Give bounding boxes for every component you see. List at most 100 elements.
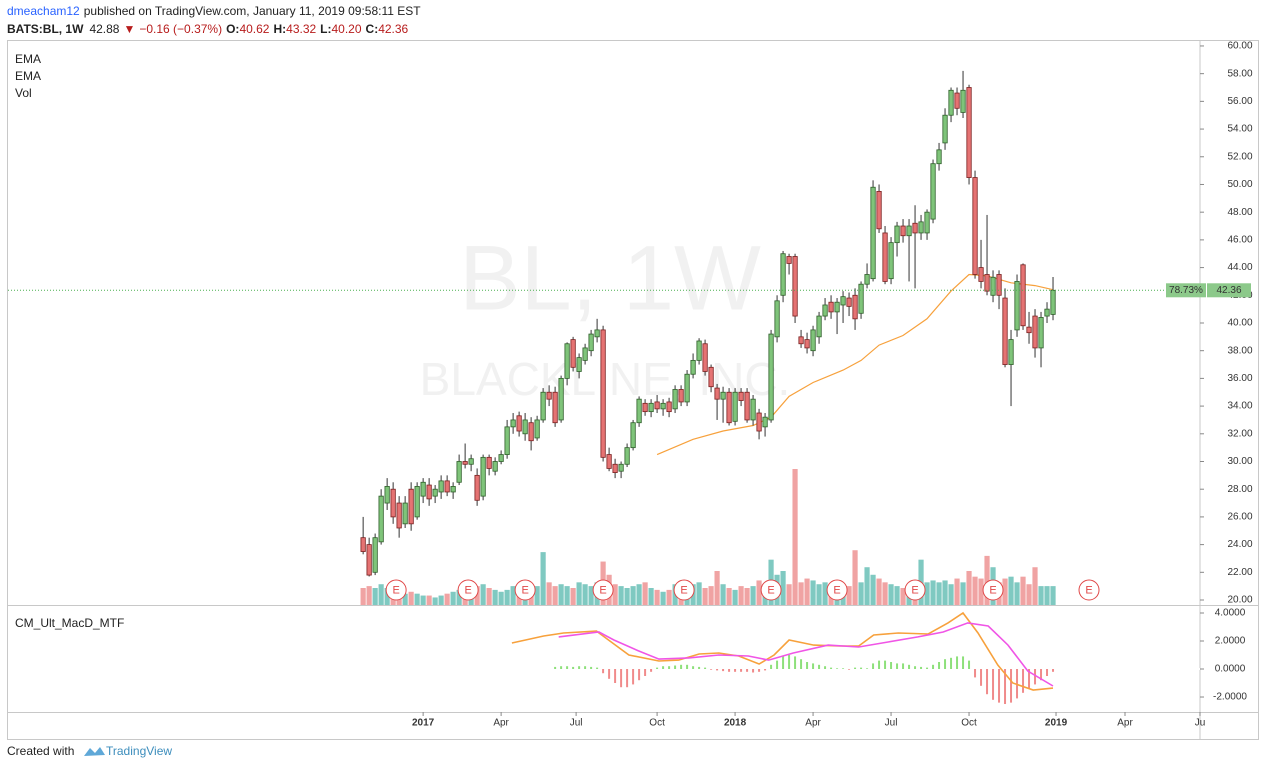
candle-body — [480, 456, 486, 497]
volume-bar — [384, 588, 390, 605]
candle-body — [546, 391, 552, 400]
volume-bar — [804, 578, 810, 605]
candle-body — [720, 391, 726, 400]
candle-body — [624, 447, 630, 465]
candle-body — [396, 502, 402, 529]
candle-body — [768, 333, 774, 421]
volume-bar — [972, 576, 978, 605]
candle-body — [762, 416, 768, 428]
y-tick-label: 48.00 — [1227, 207, 1252, 218]
y-tick-label: 4.0000 — [1215, 608, 1246, 619]
x-tick-label: 2019 — [1045, 718, 1068, 729]
candle-body — [420, 481, 426, 497]
candle-body — [780, 253, 786, 296]
candle-body — [654, 401, 660, 410]
earnings-label: E — [521, 584, 528, 596]
candle-body — [666, 401, 672, 413]
candle-body — [924, 211, 930, 234]
volume-bar — [966, 571, 972, 605]
candle-body — [972, 177, 978, 275]
candle-body — [876, 190, 882, 230]
candle-body — [996, 274, 1002, 296]
candle-body — [378, 495, 384, 543]
candle-body — [432, 488, 438, 497]
volume-bar — [624, 588, 630, 605]
volume-bar — [546, 582, 552, 605]
earnings-marker — [982, 579, 1004, 601]
candle-body — [1044, 308, 1050, 317]
earnings-label: E — [680, 584, 687, 596]
candle-body — [900, 225, 906, 237]
candle-body — [678, 389, 684, 403]
volume-bar — [948, 584, 954, 605]
badge-price — [1207, 283, 1251, 298]
candle-body — [504, 426, 510, 455]
candle-body — [912, 222, 918, 234]
volume-bar — [726, 588, 732, 605]
candle-body — [618, 463, 624, 472]
y-tick-label: 56.00 — [1227, 96, 1252, 107]
volume-bar — [756, 580, 762, 605]
volume-bar — [1050, 586, 1056, 605]
volume-bar — [534, 586, 540, 605]
candle-body — [582, 347, 588, 361]
volume-bar — [540, 552, 546, 605]
y-tick-label: 0.0000 — [1215, 664, 1246, 675]
candle-body — [390, 488, 396, 518]
y-tick-label: 40.00 — [1227, 318, 1252, 329]
candle-body — [726, 391, 732, 424]
candle-body — [660, 402, 666, 410]
candle-body — [690, 359, 696, 375]
volume-bar — [780, 571, 786, 605]
volume-bar — [402, 593, 408, 605]
volume-bar — [378, 584, 384, 605]
candle-body — [528, 422, 534, 442]
candle-body — [360, 537, 366, 552]
candle-body — [402, 502, 408, 525]
change: −0.16 (−0.37%) — [139, 22, 222, 36]
volume-bar — [714, 571, 720, 605]
y-tick-label: 60.00 — [1227, 41, 1252, 52]
candle-body — [918, 221, 924, 234]
volume-bar — [816, 584, 822, 605]
volume-bar — [486, 588, 492, 605]
volume-bar — [654, 589, 660, 605]
candle-body — [408, 488, 414, 525]
volume-bar — [864, 567, 870, 605]
candle-body — [966, 87, 972, 178]
earnings-label: E — [464, 584, 471, 596]
x-tick-label: Oct — [961, 718, 977, 729]
volume-bar — [696, 582, 702, 605]
candle-body — [888, 242, 894, 280]
y-tick-label: 2.0000 — [1215, 636, 1246, 647]
symbol: BATS:BL, 1W — [7, 22, 84, 36]
volume-bar — [498, 591, 504, 605]
candle-body — [588, 333, 594, 352]
candle-body — [630, 422, 636, 449]
y-tick-label: 32.00 — [1227, 428, 1252, 439]
candle-body — [1032, 315, 1038, 349]
volume-bar — [744, 588, 750, 605]
candle-body — [708, 366, 714, 388]
candle-body — [468, 458, 474, 465]
volume-bar — [612, 584, 618, 605]
candle-body — [702, 343, 708, 372]
volume-bar — [420, 595, 426, 605]
candle-body — [810, 329, 816, 352]
volume-bar — [1026, 584, 1032, 605]
indicator-label: EMA — [15, 52, 41, 66]
volume-bar — [738, 586, 744, 605]
volume-bar — [702, 588, 708, 605]
indicator-label: EMA — [15, 69, 41, 83]
candle-body — [798, 336, 804, 345]
earnings-label: E — [989, 584, 996, 596]
candle-body — [894, 225, 900, 244]
h-value: 43.32 — [286, 22, 316, 36]
candle-body — [954, 92, 960, 109]
candle-body — [384, 486, 390, 504]
volume-bar — [408, 591, 414, 605]
volume-bar — [660, 591, 666, 605]
candle-body — [642, 402, 648, 413]
candle-body — [474, 474, 480, 501]
candle-body — [558, 377, 564, 421]
